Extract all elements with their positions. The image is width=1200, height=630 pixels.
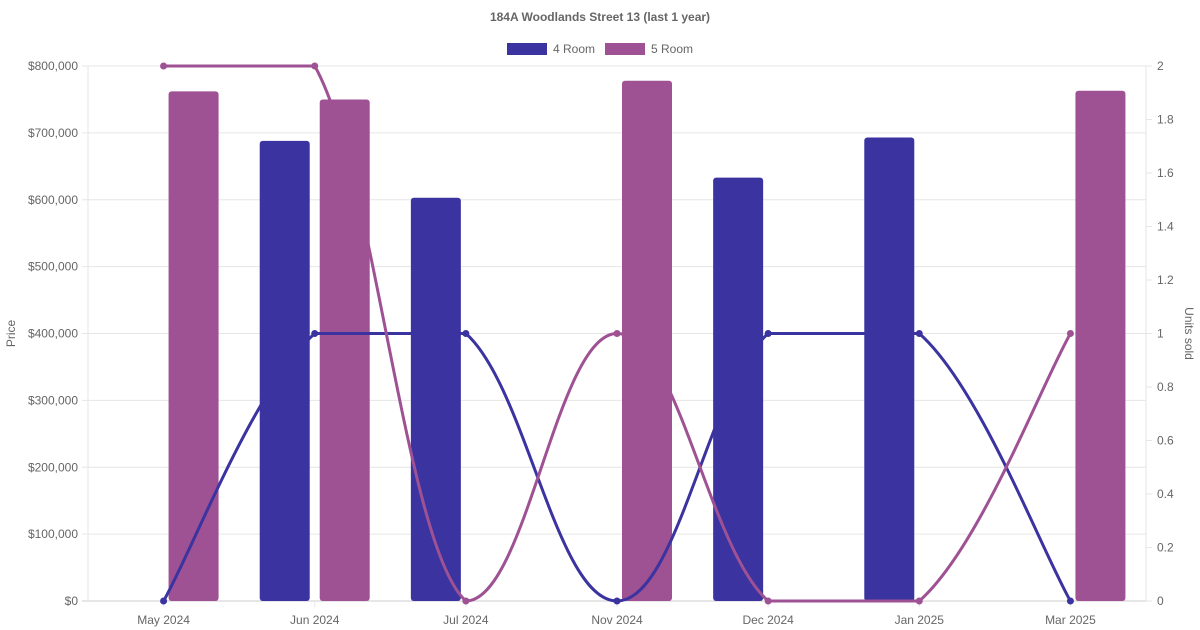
y2-tick-label: 0.2 [1157,541,1174,555]
y-tick-label: $100,000 [28,527,78,541]
bar-4-room[interactable] [713,177,764,601]
point-units-4-room[interactable] [1066,597,1074,605]
x-tick-label: Dec 2024 [742,613,794,627]
x-tick-label: Nov 2024 [591,613,643,627]
y-tick-label: $300,000 [28,393,78,407]
legend-item-4-room[interactable]: 4 Room [506,42,595,56]
y-axis-title: Price [4,320,18,348]
y-tick-label: $600,000 [28,193,78,207]
bar-5-room[interactable] [168,91,219,601]
legend: 4 Room 5 Room [0,42,1200,56]
y2-tick-label: 1.8 [1157,113,1174,127]
y2-axis-title: Units sold [1182,307,1196,360]
point-units-5-room[interactable] [462,597,470,605]
point-units-5-room[interactable] [613,330,621,337]
y2-tick-label: 1.4 [1157,220,1174,234]
x-tick-label: Jan 2025 [895,613,945,627]
x-tick-label: Mar 2025 [1045,613,1096,627]
point-units-5-room[interactable] [311,62,319,70]
point-units-4-room[interactable] [311,330,319,337]
y-tick-label: $500,000 [28,260,78,274]
y2-tick-label: 0.8 [1157,380,1174,394]
y2-tick-label: 0.6 [1157,434,1174,448]
point-units-4-room[interactable] [764,330,772,337]
point-units-4-room[interactable] [915,330,923,337]
legend-swatch-4-room [506,43,547,55]
y2-tick-label: 0 [1157,594,1164,608]
y2-tick-label: 1.6 [1157,166,1174,180]
x-tick-label: Jun 2024 [290,613,340,627]
x-tick-label: Jul 2024 [443,613,489,627]
x-tick-label: May 2024 [137,613,190,627]
point-units-4-room[interactable] [160,597,168,605]
y-tick-label: $400,000 [28,327,78,341]
point-units-4-room[interactable] [613,597,621,605]
bar-4-room[interactable] [259,140,310,601]
legend-label-5-room: 5 Room [651,42,694,56]
y-tick-label: $200,000 [28,460,78,474]
legend-swatch-5-room [605,43,645,55]
y2-tick-label: 1 [1157,327,1164,341]
legend-item-5-room[interactable]: 5 Room [605,42,693,56]
y2-tick-label: 1.2 [1157,273,1174,287]
y-tick-label: $800,000 [28,59,78,73]
y2-tick-label: 2 [1157,59,1164,73]
y-tick-label: $700,000 [28,126,78,140]
bar-4-room[interactable] [864,137,915,601]
point-units-5-room[interactable] [160,62,168,70]
y-tick-label: $0 [65,594,79,608]
bar-5-room[interactable] [319,99,370,601]
bar-5-room[interactable] [1075,90,1126,602]
y2-tick-label: 0.4 [1157,487,1174,501]
point-units-5-room[interactable] [764,597,772,605]
point-units-4-room[interactable] [462,330,470,337]
legend-label-4-room: 4 Room [552,42,595,56]
bar-5-room[interactable] [622,80,672,601]
point-units-5-room[interactable] [915,597,923,605]
chart-title: 184A Woodlands Street 13 (last 1 year) [489,10,711,24]
point-units-5-room[interactable] [1066,330,1074,337]
